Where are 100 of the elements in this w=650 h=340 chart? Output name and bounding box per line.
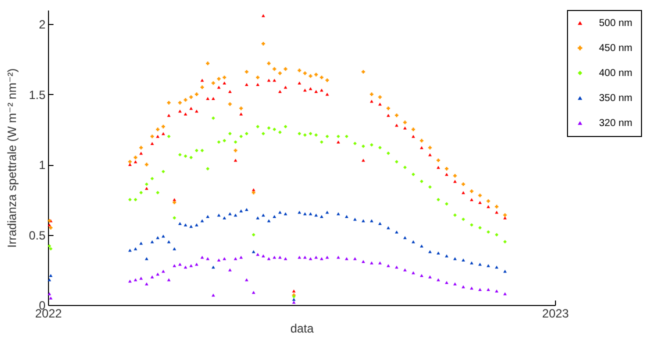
point bbox=[144, 186, 148, 190]
point bbox=[420, 138, 424, 142]
point bbox=[256, 216, 260, 220]
point bbox=[252, 190, 256, 194]
point bbox=[48, 244, 52, 248]
point bbox=[412, 172, 416, 176]
point bbox=[167, 114, 171, 117]
point bbox=[403, 166, 407, 170]
point bbox=[284, 86, 288, 89]
point bbox=[378, 102, 382, 106]
point bbox=[320, 257, 324, 260]
point bbox=[244, 208, 248, 211]
point bbox=[386, 114, 390, 117]
x-axis-title: data bbox=[290, 322, 314, 336]
point bbox=[200, 148, 204, 152]
point bbox=[370, 92, 374, 96]
point bbox=[503, 240, 507, 244]
point bbox=[470, 261, 474, 264]
point bbox=[156, 128, 160, 132]
point bbox=[303, 71, 307, 75]
point bbox=[200, 86, 204, 89]
point bbox=[212, 97, 216, 100]
point bbox=[244, 70, 248, 74]
point bbox=[503, 270, 507, 273]
point bbox=[128, 198, 132, 202]
legend-label: 320 nm bbox=[599, 118, 632, 129]
point bbox=[344, 215, 348, 218]
point bbox=[206, 215, 210, 218]
point bbox=[184, 223, 188, 226]
point bbox=[262, 42, 266, 46]
point bbox=[344, 257, 348, 260]
point bbox=[420, 244, 424, 248]
point bbox=[189, 95, 193, 99]
point bbox=[362, 260, 366, 263]
point bbox=[178, 262, 182, 266]
point bbox=[162, 132, 166, 136]
point bbox=[298, 210, 302, 214]
point bbox=[49, 247, 53, 251]
point bbox=[412, 134, 416, 138]
point bbox=[503, 292, 507, 296]
point bbox=[428, 275, 432, 278]
y-tick-label: 1 bbox=[38, 158, 46, 172]
point bbox=[172, 247, 176, 250]
point bbox=[478, 262, 482, 266]
point bbox=[212, 266, 216, 269]
point bbox=[212, 294, 216, 297]
point bbox=[156, 272, 160, 276]
point bbox=[314, 72, 318, 76]
y-axis-title: Irradianza spettrale (W m⁻² nm⁻²) bbox=[4, 68, 19, 248]
point bbox=[436, 198, 440, 202]
point bbox=[228, 268, 232, 272]
point bbox=[139, 276, 143, 280]
point bbox=[494, 204, 498, 208]
point bbox=[189, 106, 193, 110]
point bbox=[503, 216, 507, 220]
point bbox=[228, 132, 232, 136]
point bbox=[394, 266, 398, 269]
point bbox=[239, 209, 243, 212]
point bbox=[162, 234, 166, 238]
point bbox=[256, 124, 260, 128]
point bbox=[462, 182, 466, 186]
point bbox=[48, 223, 52, 226]
point bbox=[362, 158, 366, 162]
point bbox=[403, 268, 407, 272]
y-tick-label: 1.5 bbox=[28, 88, 46, 102]
point bbox=[292, 289, 296, 292]
legend-label: 450 nm bbox=[599, 43, 632, 54]
legend-label: 350 nm bbox=[599, 93, 632, 104]
legend-label: 400 nm bbox=[599, 68, 632, 79]
point bbox=[262, 14, 266, 18]
point bbox=[362, 70, 366, 74]
point bbox=[314, 133, 318, 137]
point bbox=[403, 236, 407, 240]
point bbox=[178, 222, 182, 226]
point bbox=[194, 223, 198, 226]
point bbox=[403, 126, 407, 130]
point bbox=[234, 140, 238, 144]
point bbox=[436, 166, 440, 169]
point bbox=[244, 82, 248, 86]
point bbox=[217, 258, 221, 262]
point bbox=[272, 128, 276, 132]
point bbox=[378, 222, 382, 226]
point bbox=[206, 97, 210, 100]
point bbox=[444, 254, 448, 258]
point bbox=[222, 257, 226, 260]
point bbox=[336, 140, 340, 144]
point bbox=[303, 88, 307, 92]
point bbox=[48, 292, 52, 296]
point bbox=[386, 152, 390, 156]
point bbox=[150, 240, 154, 244]
point bbox=[206, 167, 210, 170]
point bbox=[252, 188, 256, 192]
point bbox=[470, 286, 474, 290]
point bbox=[412, 128, 416, 132]
point bbox=[252, 233, 256, 236]
point bbox=[494, 289, 498, 292]
point bbox=[292, 298, 296, 301]
point bbox=[298, 68, 302, 72]
point bbox=[189, 224, 193, 228]
point bbox=[444, 281, 448, 284]
